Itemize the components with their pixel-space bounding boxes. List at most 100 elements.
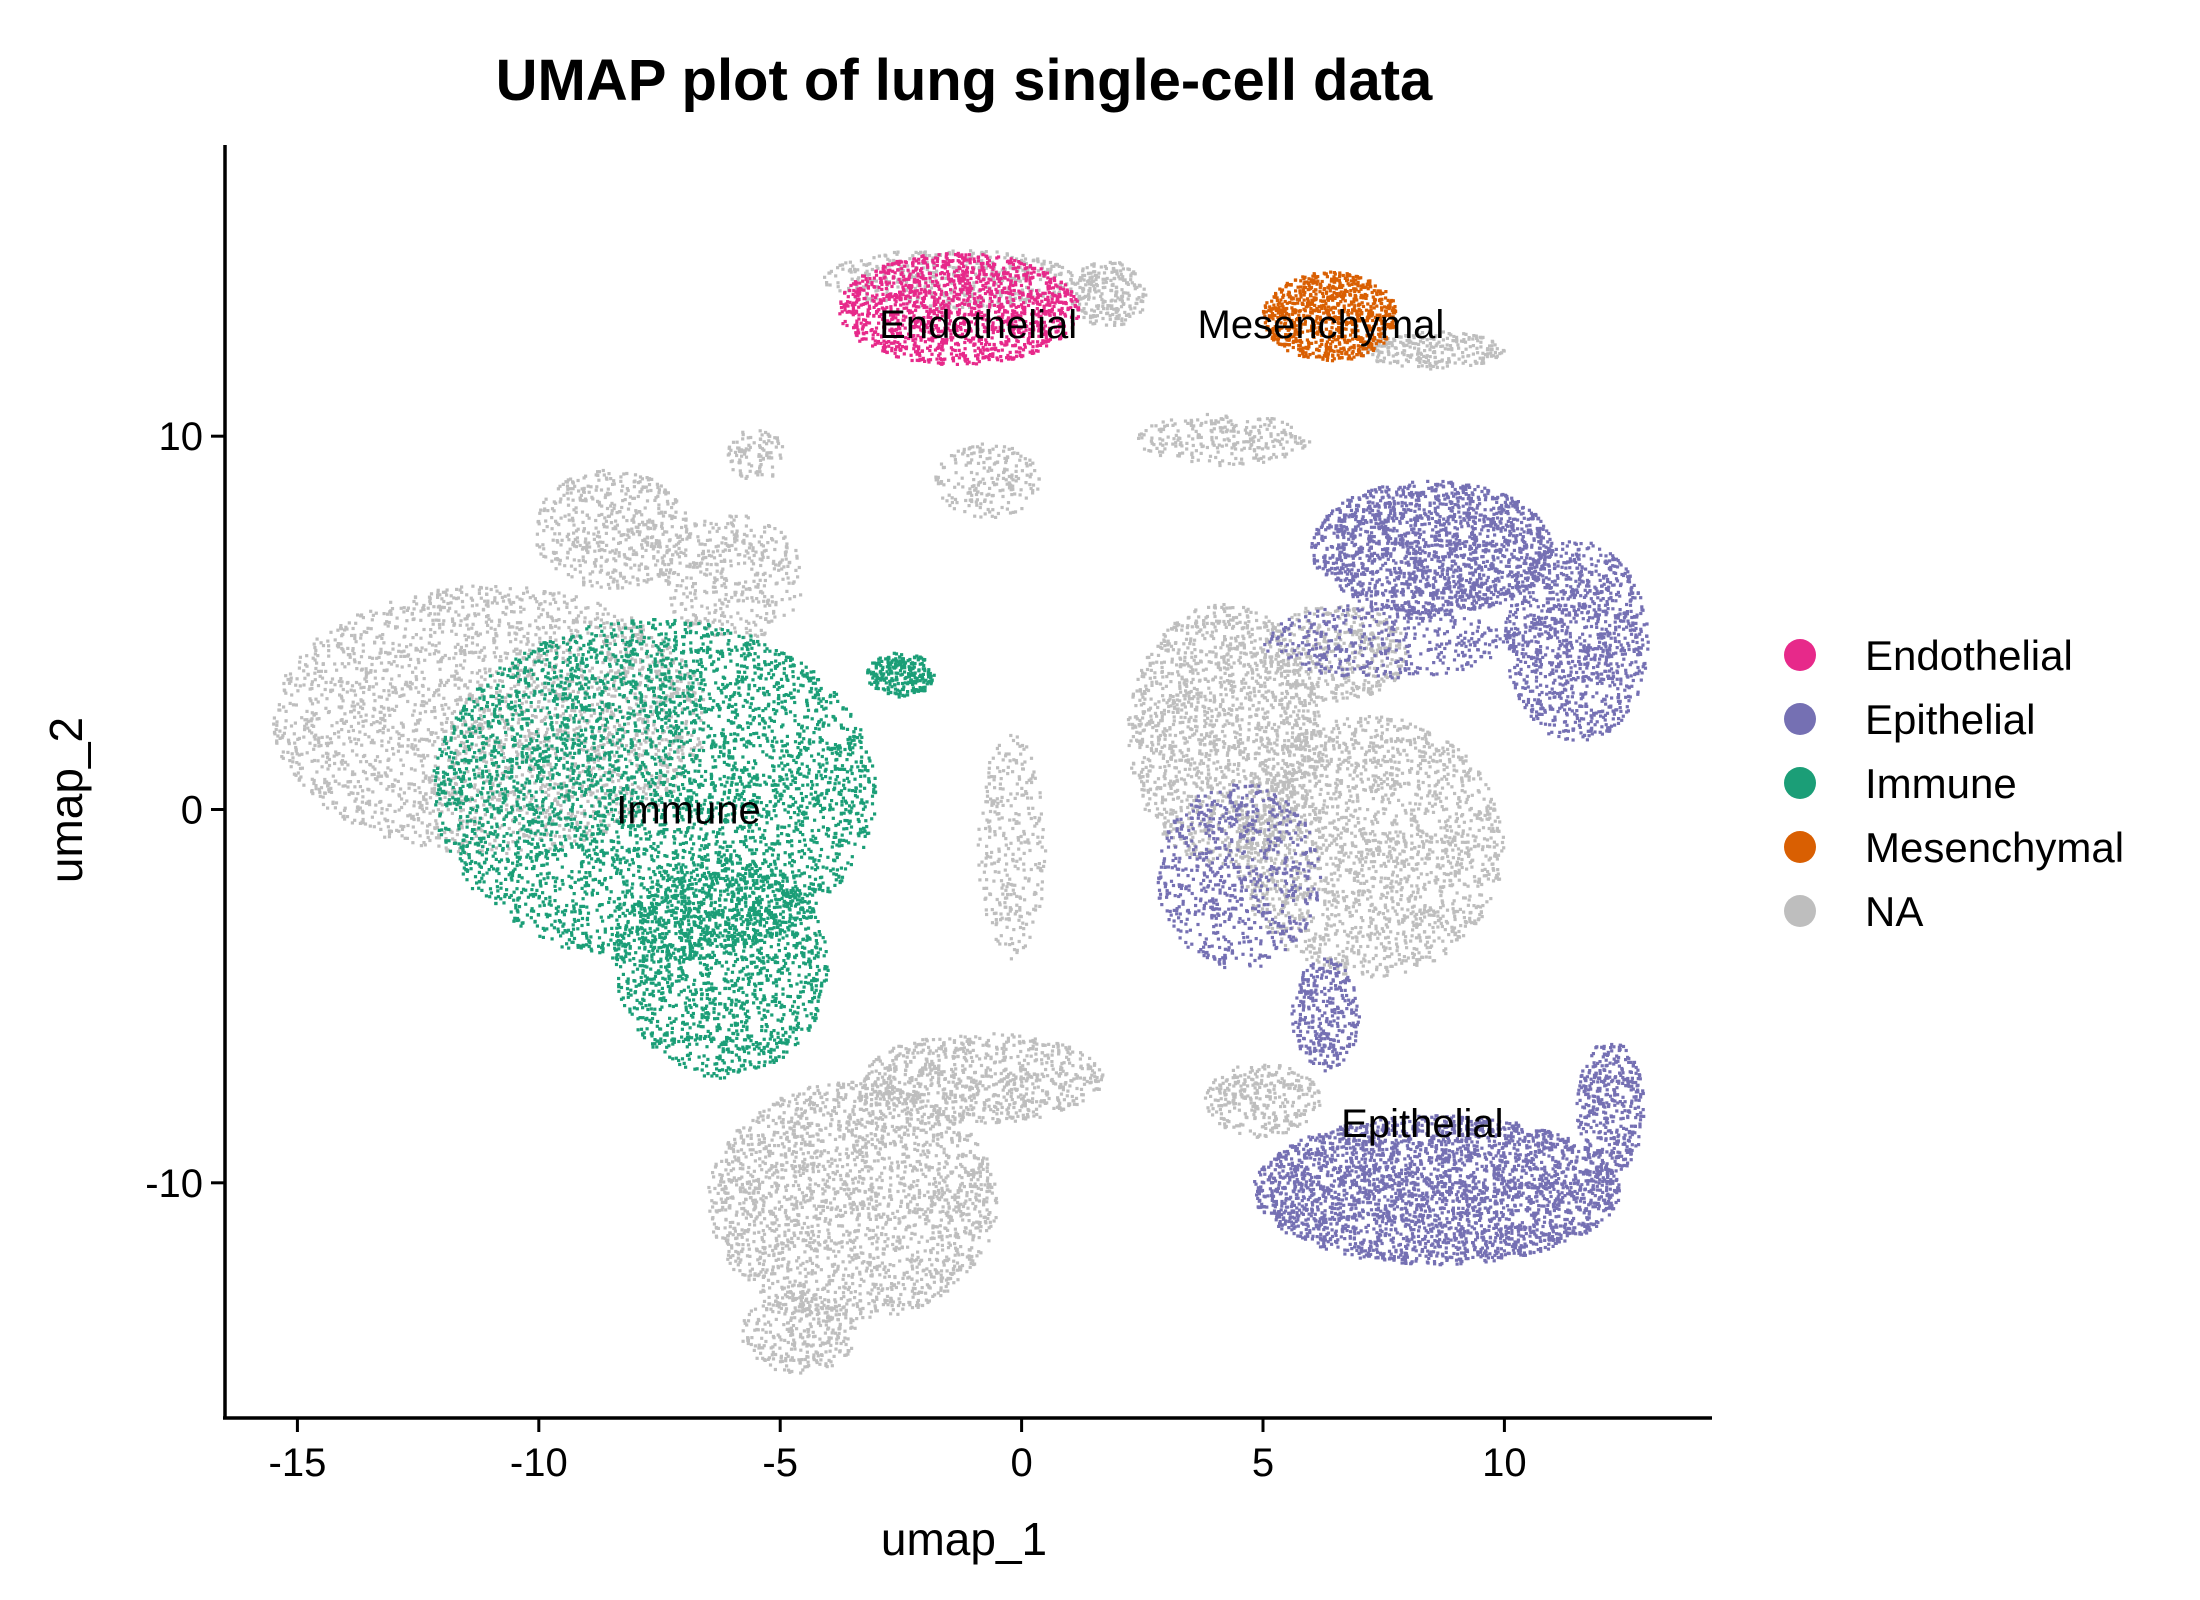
data-point [609, 658, 612, 661]
data-point [411, 612, 414, 615]
data-point [290, 765, 293, 768]
data-point [748, 546, 751, 549]
data-point [740, 1207, 743, 1210]
data-point [299, 684, 302, 687]
data-point [335, 801, 338, 804]
data-point [414, 686, 417, 689]
data-point [372, 614, 375, 617]
data-point [731, 1160, 734, 1163]
data-point [600, 556, 603, 559]
data-point [340, 719, 343, 722]
data-point [679, 584, 682, 587]
data-point [355, 753, 358, 756]
data-point [606, 621, 609, 624]
data-point [746, 1134, 749, 1137]
data-point [378, 729, 381, 732]
data-point [543, 509, 546, 512]
data-point [652, 723, 655, 726]
data-point [614, 559, 617, 562]
data-point [380, 744, 383, 747]
data-point [982, 1168, 985, 1171]
data-point [544, 815, 547, 818]
data-point [590, 714, 593, 717]
data-point [900, 1136, 903, 1139]
data-point [379, 782, 382, 785]
data-point [593, 550, 596, 553]
data-point [903, 1170, 906, 1173]
data-point [411, 671, 414, 674]
data-point [365, 777, 368, 780]
data-point [361, 720, 364, 723]
data-point [807, 1226, 810, 1229]
data-point [401, 828, 404, 831]
data-point [414, 666, 417, 669]
data-point [321, 677, 324, 680]
data-point [916, 1266, 919, 1269]
data-point [414, 744, 417, 747]
data-point [814, 1182, 817, 1185]
data-point [475, 744, 478, 747]
data-point [822, 1165, 825, 1168]
data-point [881, 1135, 884, 1138]
data-point [558, 532, 561, 535]
data-point [447, 808, 450, 811]
data-point [564, 515, 567, 518]
data-point [670, 561, 673, 564]
data-point [727, 600, 730, 603]
data-point [423, 756, 426, 759]
data-point [638, 669, 641, 672]
data-point [567, 812, 570, 815]
data-point [582, 583, 585, 586]
data-point [796, 575, 799, 578]
data-point [280, 755, 283, 758]
data-point [644, 549, 647, 552]
data-point [847, 1174, 850, 1177]
data-point [694, 597, 697, 600]
data-point [822, 1205, 825, 1208]
data-point [912, 1180, 915, 1183]
data-point [596, 749, 599, 752]
data-point [680, 749, 683, 752]
data-point [505, 804, 508, 807]
data-point [380, 775, 383, 778]
data-point [773, 1144, 776, 1147]
data-point [749, 1173, 752, 1176]
data-point [495, 634, 498, 637]
data-point [929, 1143, 932, 1146]
data-point [529, 596, 532, 599]
data-point [889, 1184, 892, 1187]
data-point [512, 650, 515, 653]
data-point [861, 1182, 864, 1185]
data-point [584, 499, 587, 502]
data-point [672, 502, 675, 505]
data-point [333, 732, 336, 735]
data-point [771, 1269, 774, 1272]
data-point [609, 642, 612, 645]
data-point [486, 631, 489, 634]
data-point [768, 1144, 771, 1147]
data-point [899, 1293, 902, 1296]
data-point [872, 1206, 875, 1209]
data-point [811, 1167, 814, 1170]
data-point [536, 533, 539, 536]
data-point [454, 782, 457, 785]
data-point [432, 623, 435, 626]
data-point [327, 649, 330, 652]
data-point [897, 1114, 900, 1117]
data-point [786, 565, 789, 568]
data-point [881, 1179, 884, 1182]
data-point [437, 693, 440, 696]
data-point [747, 516, 750, 519]
data-point [676, 691, 679, 694]
data-point [728, 515, 731, 518]
data-point [472, 623, 475, 626]
data-point [736, 530, 739, 533]
data-point [566, 673, 569, 676]
data-point [509, 587, 512, 590]
data-point [326, 784, 329, 787]
data-point [497, 624, 500, 627]
data-point [592, 533, 595, 536]
data-point [913, 1142, 916, 1145]
data-point [298, 779, 301, 782]
data-point [852, 1145, 855, 1148]
